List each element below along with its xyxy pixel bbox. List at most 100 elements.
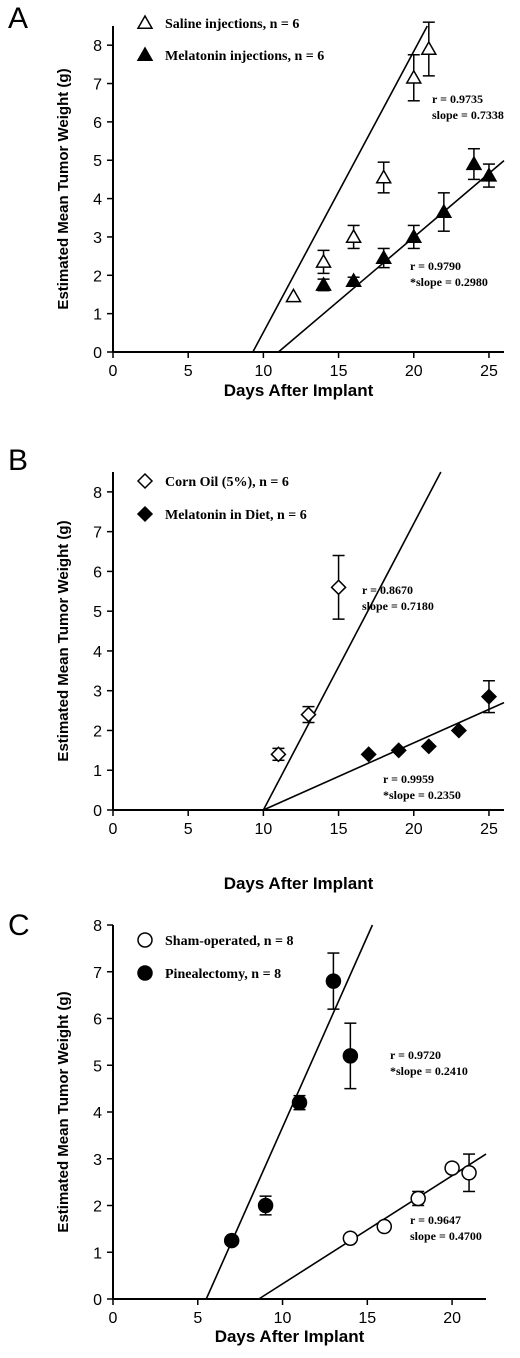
legend-label: Melatonin injections, n = 6 <box>165 49 324 64</box>
fit-annotation: r = 0.9790 <box>410 259 461 273</box>
data-point <box>345 272 362 288</box>
data-point <box>342 1230 359 1246</box>
series-1 <box>252 21 438 353</box>
y-tick-label: 7 <box>93 525 102 542</box>
regression-line <box>263 701 505 811</box>
fit-annotation: *slope = 0.2350 <box>383 788 461 802</box>
y-tick-label: 6 <box>93 1012 102 1029</box>
data-point <box>376 1218 393 1235</box>
legend-label: Saline injections, n = 6 <box>165 17 299 32</box>
y-tick-label: 7 <box>93 77 102 94</box>
panel-c: C 0 1 2 3 4 5 6 7 8 0 5 10 15 20 Days After Implant Esti… <box>8 909 487 1346</box>
series-2 <box>263 680 505 811</box>
x-tick-label: 0 <box>109 1310 118 1327</box>
legend-marker <box>136 14 154 29</box>
data-point <box>410 1190 426 1207</box>
panel-letter: C <box>8 909 30 942</box>
y-tick-label: 4 <box>93 192 102 209</box>
data-point <box>420 738 437 755</box>
x-tick-label: 20 <box>443 1310 461 1327</box>
data-point <box>444 1160 460 1176</box>
series-2 <box>277 147 505 353</box>
y-tick-label: 3 <box>93 230 102 247</box>
data-point <box>315 276 332 291</box>
data-point <box>257 1197 274 1214</box>
legend-marker <box>137 965 153 981</box>
x-tick-label: 5 <box>184 363 193 380</box>
regression-line <box>252 25 429 353</box>
y-tick-label: 2 <box>93 1199 102 1216</box>
y-tick-label: 0 <box>93 1292 102 1309</box>
legend-marker <box>137 932 153 948</box>
y-tick-label: 4 <box>93 1105 102 1122</box>
x-tick-label: 10 <box>254 363 272 380</box>
regression-line <box>258 1153 487 1300</box>
fit-annotation: r = 0.9647 <box>410 1213 461 1227</box>
data-point <box>480 688 498 705</box>
fit-annotation: r = 0.8670 <box>362 583 413 597</box>
x-tick-label: 25 <box>480 821 498 838</box>
y-tick-label: 8 <box>93 38 102 55</box>
data-point <box>315 253 332 268</box>
data-point <box>461 1165 477 1181</box>
legend-label: Melatonin in Diet, n = 6 <box>165 508 307 523</box>
data-point <box>345 228 362 243</box>
data-point <box>465 155 483 171</box>
y-tick-label: 7 <box>93 965 102 982</box>
legend-label: Pinealectomy, n = 8 <box>165 967 281 982</box>
y-tick-label: 8 <box>93 918 102 935</box>
data-point <box>450 722 467 739</box>
y-tick-label: 5 <box>93 604 102 621</box>
y-tick-label: 0 <box>93 803 102 820</box>
y-axis-title: Estimated Mean Tumor Weight (g) <box>55 991 72 1232</box>
data-point <box>375 249 392 265</box>
series-1 <box>262 471 442 811</box>
series-2 <box>205 924 374 1300</box>
y-tick-label: 1 <box>93 1245 102 1262</box>
x-tick-label: 25 <box>480 363 498 380</box>
x-axis-title: Days After Implant <box>224 874 374 893</box>
y-tick-label: 5 <box>93 1058 102 1075</box>
legend-marker <box>136 46 154 61</box>
y-axis-title: Estimated Mean Tumor Weight (g) <box>55 68 72 309</box>
panel-letter: B <box>8 444 28 477</box>
legend-marker <box>136 472 154 490</box>
x-axis-title: Days After Implant <box>215 1327 365 1346</box>
y-tick-label: 6 <box>93 115 102 132</box>
y-tick-label: 6 <box>93 564 102 581</box>
data-point <box>405 228 423 243</box>
data-point <box>435 203 453 219</box>
fit-annotation: slope = 0.7180 <box>362 599 434 613</box>
data-point <box>223 1232 240 1249</box>
series-1 <box>258 1153 487 1300</box>
y-axis-title: Estimated Mean Tumor Weight (g) <box>55 520 72 761</box>
x-tick-label: 15 <box>358 1310 376 1327</box>
x-tick-label: 20 <box>405 821 423 838</box>
fit-annotation: r = 0.9720 <box>390 1048 441 1062</box>
data-point <box>375 168 392 184</box>
y-tick-label: 2 <box>93 268 102 285</box>
data-point <box>300 706 317 723</box>
x-tick-label: 20 <box>405 363 423 380</box>
y-tick-label: 2 <box>93 723 102 740</box>
data-point <box>285 287 302 303</box>
x-tick-label: 10 <box>254 821 272 838</box>
x-axis-title: Days After Implant <box>224 381 374 400</box>
data-point <box>420 40 438 56</box>
fit-annotation: r = 0.9959 <box>383 772 434 786</box>
x-tick-label: 0 <box>109 821 118 838</box>
x-tick-label: 15 <box>330 363 348 380</box>
x-tick-label: 15 <box>330 821 348 838</box>
legend-marker <box>136 505 154 523</box>
fit-annotation: slope = 0.7338 <box>432 108 504 122</box>
y-tick-label: 1 <box>93 763 102 780</box>
legend-label: Corn Oil (5%), n = 6 <box>165 475 289 490</box>
fit-annotation: *slope = 0.2980 <box>410 275 488 289</box>
y-tick-label: 8 <box>93 485 102 502</box>
data-point <box>291 1094 308 1111</box>
x-tick-label: 5 <box>193 1310 202 1327</box>
fit-annotation: r = 0.9735 <box>432 92 483 106</box>
data-point <box>360 746 377 763</box>
y-tick-label: 4 <box>93 644 102 661</box>
